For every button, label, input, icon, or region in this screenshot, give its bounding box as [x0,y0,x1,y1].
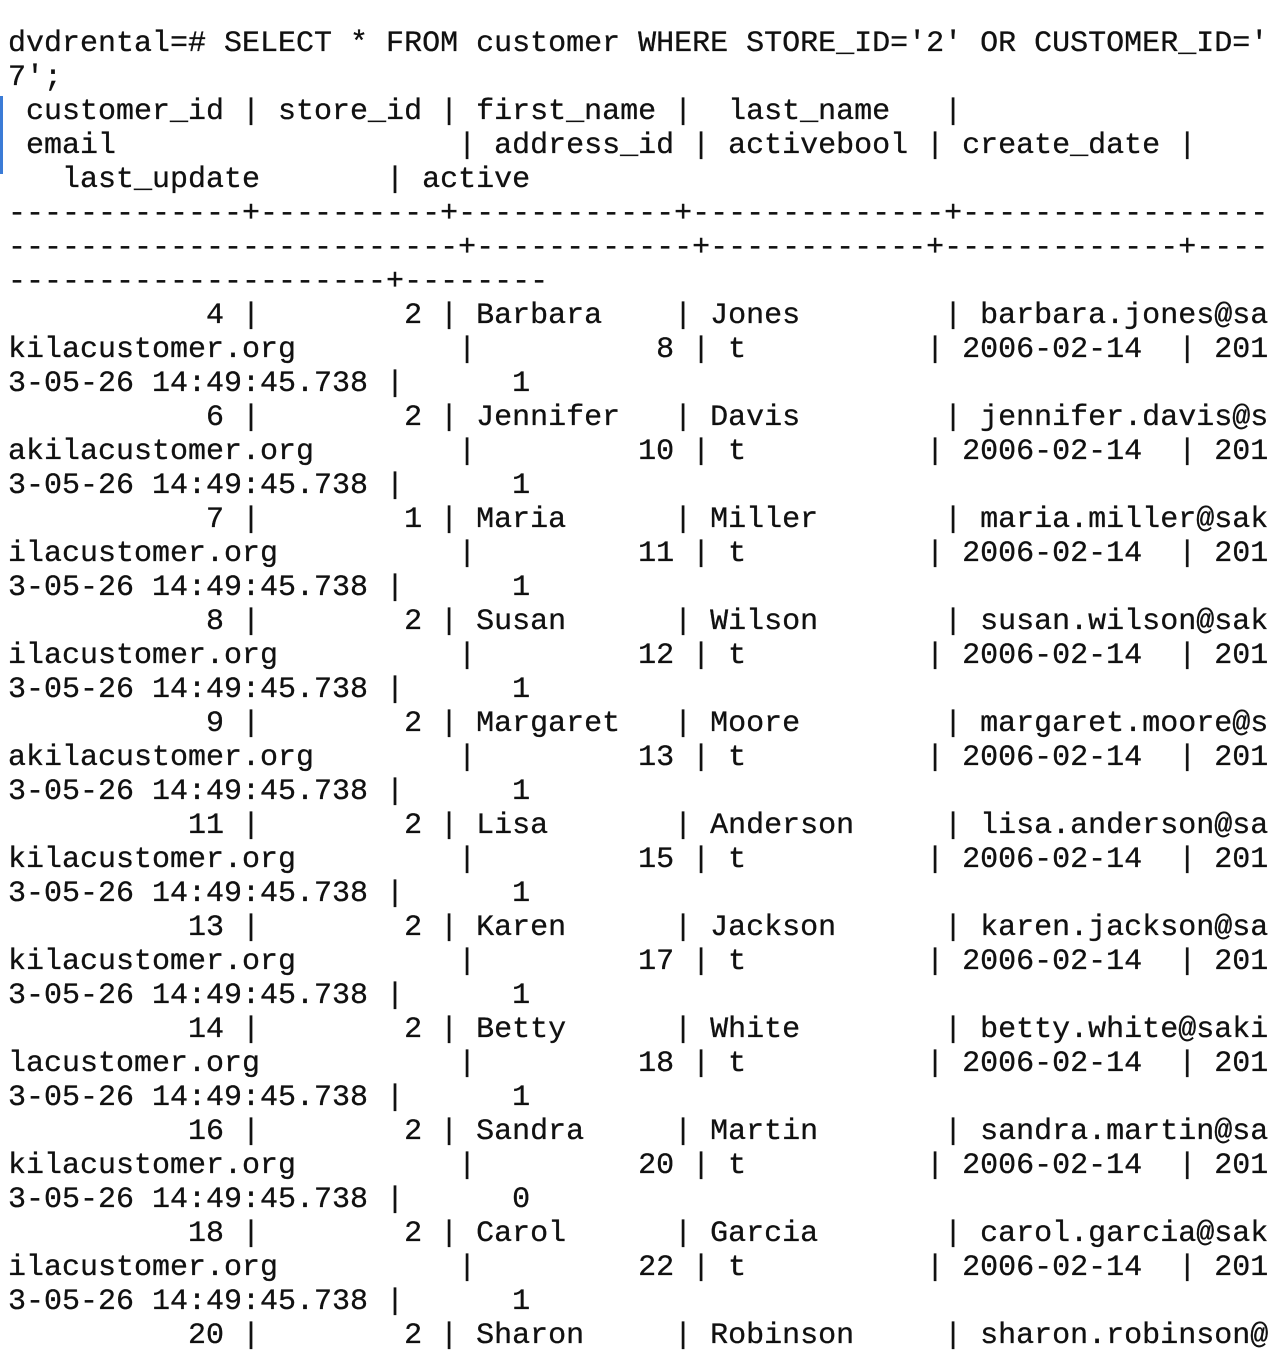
command-line: 7'; [8,61,63,95]
row-line: 3-05-26 14:49:45.738 | 1 [8,571,531,605]
row-line: 18 | 2 | Carol | Garcia | carol.garcia@s… [8,1217,1269,1251]
row-line: 7 | 1 | Maria | Miller | maria.miller@sa… [8,503,1269,537]
row-line: 3-05-26 14:49:45.738 | 1 [8,979,531,1013]
row-line: 3-05-26 14:49:45.738 | 1 [8,1081,531,1115]
focus-edge [0,96,3,174]
row-line: kilacustomer.org | 17 | t | 2006-02-14 |… [8,945,1269,979]
separator-line: ---------------------+-------- [8,265,549,299]
row-line: 16 | 2 | Sandra | Martin | sandra.martin… [8,1115,1269,1149]
row-line: lacustomer.org | 18 | t | 2006-02-14 | 2… [8,1047,1269,1081]
separator-line: -------------+----------+------------+--… [8,197,1269,231]
row-line: ilacustomer.org | 11 | t | 2006-02-14 | … [8,537,1269,571]
row-line: 14 | 2 | Betty | White | betty.white@sak… [8,1013,1269,1047]
row-line: 3-05-26 14:49:45.738 | 1 [8,673,531,707]
header-line: last_update | active [8,163,531,197]
row-line: akilacustomer.org | 10 | t | 2006-02-14 … [8,435,1269,469]
row-line: kilacustomer.org | 8 | t | 2006-02-14 | … [8,333,1269,367]
row-line: akilacustomer.org | 13 | t | 2006-02-14 … [8,741,1269,775]
row-line: kilacustomer.org | 20 | t | 2006-02-14 |… [8,1149,1269,1183]
row-line: 8 | 2 | Susan | Wilson | susan.wilson@sa… [8,605,1269,639]
row-line: 3-05-26 14:49:45.738 | 1 [8,469,531,503]
row-line: 3-05-26 14:49:45.738 | 1 [8,775,531,809]
command-line: dvdrental=# SELECT * FROM customer WHERE… [8,27,1269,61]
row-line: 3-05-26 14:49:45.738 | 1 [8,1285,531,1319]
row-line: ilacustomer.org | 22 | t | 2006-02-14 | … [8,1251,1269,1285]
row-line: 3-05-26 14:49:45.738 | 0 [8,1183,531,1217]
terminal-output: dvdrental=# SELECT * FROM customer WHERE… [8,27,1269,1353]
row-line: 20 | 2 | Sharon | Robinson | sharon.robi… [8,1319,1269,1353]
row-line: ilacustomer.org | 12 | t | 2006-02-14 | … [8,639,1269,673]
row-line: 4 | 2 | Barbara | Jones | barbara.jones@… [8,299,1269,333]
header-line: customer_id | store_id | first_name | la… [8,95,963,129]
row-line: 11 | 2 | Lisa | Anderson | lisa.anderson… [8,809,1269,843]
row-line: 6 | 2 | Jennifer | Davis | jennifer.davi… [8,401,1269,435]
row-line: 13 | 2 | Karen | Jackson | karen.jackson… [8,911,1269,945]
separator-line: -------------------------+------------+-… [8,231,1269,265]
row-line: kilacustomer.org | 15 | t | 2006-02-14 |… [8,843,1269,877]
row-line: 3-05-26 14:49:45.738 | 1 [8,367,531,401]
row-line: 3-05-26 14:49:45.738 | 1 [8,877,531,911]
header-line: email | address_id | activebool | create… [8,129,1197,163]
row-line: 9 | 2 | Margaret | Moore | margaret.moor… [8,707,1269,741]
